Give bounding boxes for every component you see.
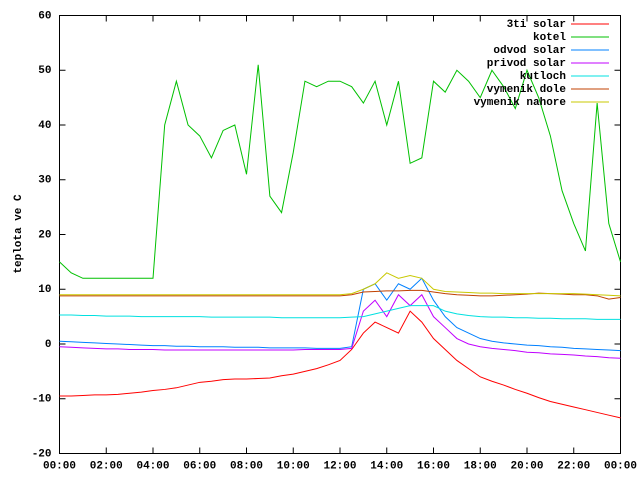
x-tick-label: 14:00 bbox=[370, 460, 403, 472]
y-tick-label: -10 bbox=[32, 394, 52, 406]
x-tick-label: 10:00 bbox=[277, 460, 310, 472]
series-line bbox=[59, 64, 621, 279]
x-tick-label: 00:00 bbox=[604, 460, 637, 472]
x-tick-label: 18:00 bbox=[464, 460, 497, 472]
x-tick-label: 08:00 bbox=[230, 460, 263, 472]
x-tick-label: 00:00 bbox=[43, 460, 76, 472]
x-tick-label: 06:00 bbox=[183, 460, 216, 472]
legend-label: kutloch bbox=[520, 71, 566, 83]
x-tick-label: 22:00 bbox=[557, 460, 590, 472]
y-tick-label: -20 bbox=[32, 448, 52, 460]
x-tick-label: 04:00 bbox=[136, 460, 169, 472]
legend-label: vymenik nahore bbox=[474, 97, 567, 109]
series-line bbox=[59, 277, 621, 352]
x-tick-label: 16:00 bbox=[417, 460, 450, 472]
y-axis-label: teplota ve C bbox=[13, 194, 25, 274]
legend-label: 3ti solar bbox=[507, 19, 566, 31]
y-tick-label: 40 bbox=[38, 120, 51, 132]
y-tick-label: 0 bbox=[45, 339, 52, 351]
legend-label: odvod solar bbox=[493, 45, 566, 57]
series-line bbox=[59, 293, 621, 359]
y-tick-label: 30 bbox=[38, 175, 51, 187]
series-line bbox=[59, 272, 621, 297]
legend-label: privod solar bbox=[487, 58, 566, 70]
y-tick-label: 60 bbox=[38, 10, 51, 22]
y-tick-label: 50 bbox=[38, 65, 51, 77]
series-line bbox=[59, 305, 621, 320]
legend-label: vymenik dole bbox=[487, 84, 567, 96]
series-line bbox=[59, 289, 621, 300]
legend-label: kotel bbox=[533, 32, 566, 44]
series-line bbox=[59, 310, 621, 419]
x-tick-label: 02:00 bbox=[90, 460, 123, 472]
y-tick-label: 20 bbox=[38, 229, 51, 241]
x-tick-label: 12:00 bbox=[323, 460, 356, 472]
x-tick-label: 20:00 bbox=[510, 460, 543, 472]
y-tick-label: 10 bbox=[38, 284, 51, 296]
